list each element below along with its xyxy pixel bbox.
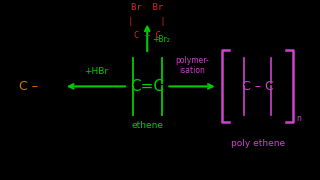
Text: n: n: [296, 114, 301, 123]
Text: C=C: C=C: [130, 79, 164, 94]
Text: Br  Br: Br Br: [131, 3, 163, 12]
Text: |     |: | |: [128, 17, 166, 26]
Text: ethene: ethene: [131, 122, 163, 130]
Text: C – C: C – C: [134, 31, 161, 40]
Text: polymer-
isation: polymer- isation: [175, 56, 209, 75]
Text: C – C: C – C: [242, 80, 274, 93]
Text: poly ethene: poly ethene: [230, 140, 285, 148]
Text: C –: C –: [19, 80, 38, 93]
Text: +HBr: +HBr: [84, 68, 108, 76]
Text: +Br₂: +Br₂: [152, 35, 170, 44]
